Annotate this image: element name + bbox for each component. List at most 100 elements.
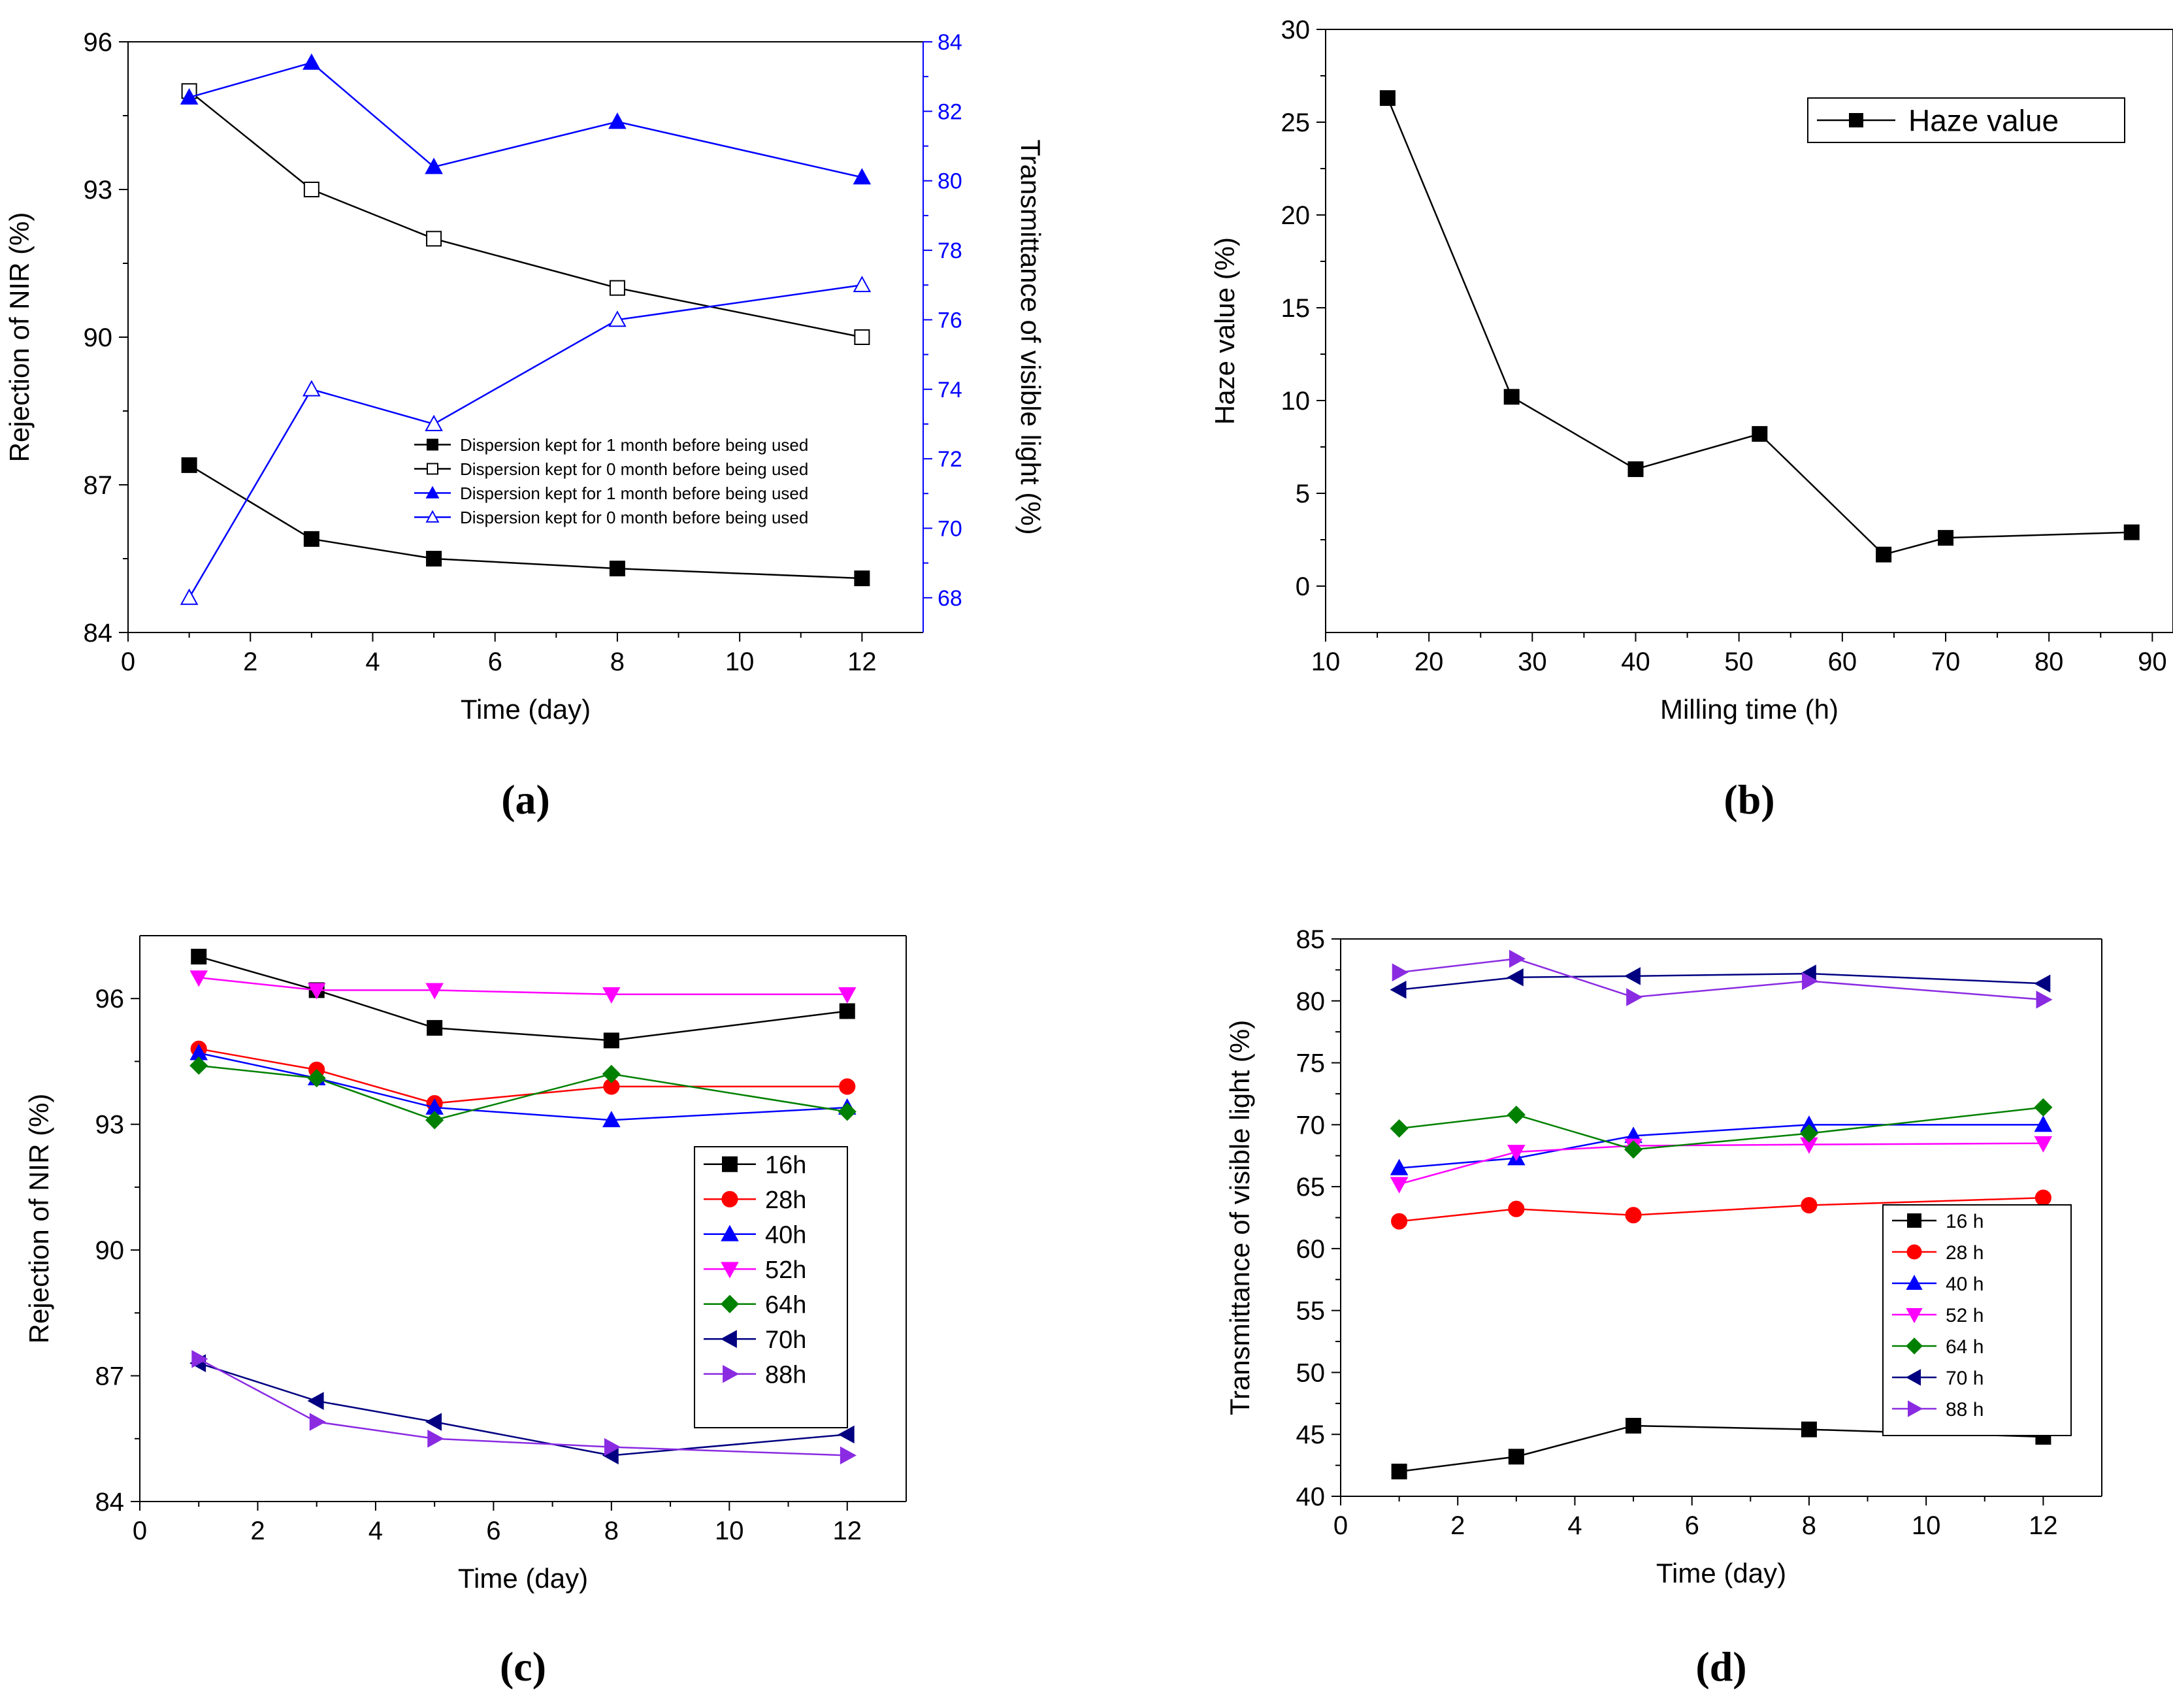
chart-a-series-2-point <box>608 112 627 129</box>
chart-d-series-5-point <box>2034 974 2051 993</box>
chart-c-series-6-point <box>191 1350 208 1368</box>
chart-b-series-0-point <box>1938 530 1954 546</box>
chart-d-series-0-point <box>1391 1464 1407 1480</box>
chart-c-legend-label-4: 64h <box>765 1291 806 1319</box>
chart-d-series-5-point <box>1507 968 1524 987</box>
chart-a-y-tick-label: 93 <box>84 176 113 205</box>
chart-b-x-tick-label: 60 <box>1828 648 1857 676</box>
chart-d-series-3-point <box>2034 1136 2053 1153</box>
chart-c-series-3-point <box>838 987 857 1004</box>
chart-c-legend-marker-2 <box>721 1224 739 1241</box>
chart-c-x-tick-label: 0 <box>133 1517 147 1545</box>
chart-d-series-6-point <box>1509 949 1526 968</box>
chart-d-series-5-line <box>1399 972 2044 991</box>
chart-d-series-5-point <box>1624 967 1641 985</box>
chart-c-y-tick-label: 96 <box>95 985 125 1013</box>
chart-d-series-6-point <box>1802 972 1819 991</box>
chart-b-y-tick-label: 0 <box>1296 572 1310 601</box>
chart-d-legend-label-1: 28 h <box>1946 1242 1984 1264</box>
chart-d-series-4-point <box>1507 1106 1526 1125</box>
chart-a-y-tick-label: 84 <box>84 619 113 648</box>
chart-b-x-axis-label: Milling time (h) <box>1660 694 1838 725</box>
chart-d-caption: (d) <box>1695 1643 1746 1690</box>
chart-d-legend-marker-1 <box>1906 1244 1922 1260</box>
chart-b-legend-label-0: Haze value <box>1908 104 2059 138</box>
chart-c-series-4-point <box>189 1056 208 1075</box>
chart-c-series-0-point <box>427 1020 443 1036</box>
chart-c-series-2-point <box>602 1111 621 1128</box>
chart-a-legend-label-3: Dispersion kept for 0 month before being… <box>460 508 808 527</box>
chart-c-series-4-point <box>307 1069 326 1088</box>
chart-d-x-tick-label: 0 <box>1333 1511 1348 1540</box>
chart-c-y-tick-label: 93 <box>95 1111 125 1140</box>
chart-a-series-3-point <box>180 588 199 605</box>
chart-a-y-tick-label: 87 <box>84 471 113 500</box>
chart-a-x-tick-label: 8 <box>610 648 625 676</box>
chart-d-series-2-point <box>2034 1115 2053 1132</box>
chart-a-y2-tick-label: 74 <box>938 378 962 402</box>
chart-c-caption: (c) <box>500 1643 546 1690</box>
chart-d-x-tick-label: 8 <box>1802 1511 1816 1540</box>
chart-a-series-1-point <box>303 182 319 197</box>
chart-a-series-0-point <box>181 457 197 473</box>
chart-b-series-0-point <box>1876 546 1892 563</box>
chart-a-y2-tick-label: 78 <box>938 238 962 263</box>
chart-a-series-2-point <box>853 168 872 185</box>
chart-a-y2-axis-label: Transmittance of visible light (%) <box>1015 139 1046 534</box>
chart-d-series-1-point <box>1801 1196 1818 1214</box>
chart-a-series-1-point <box>426 231 442 247</box>
chart-d-y-tick-label: 85 <box>1296 925 1326 954</box>
chart-d-legend-marker-2 <box>1906 1274 1923 1290</box>
chart-c-series-3-point <box>307 983 326 1000</box>
chart-a-series-0-point <box>609 561 625 577</box>
chart-a-legend-marker-2 <box>425 485 440 499</box>
chart-c-series-4-point <box>425 1111 444 1130</box>
chart-d-series-3-point <box>1390 1177 1409 1194</box>
chart-a-y2-tick-label: 84 <box>938 30 962 55</box>
chart-a-x-tick-label: 6 <box>488 648 502 676</box>
chart-c-legend-label-1: 28h <box>765 1187 806 1214</box>
chart-a-svg: 0 2 4 6 8 10 128487909396687072747678808284Tra… <box>4 28 1046 823</box>
chart-c-series-0-point <box>839 1003 855 1019</box>
chart-d-series-6-point <box>2036 991 2053 1009</box>
chart-c-legend-marker-1 <box>721 1191 738 1207</box>
chart-d-x-tick-label: 12 <box>2029 1511 2058 1540</box>
chart-d-x-tick-label: 10 <box>1912 1511 1941 1540</box>
chart-b-y-tick-label: 20 <box>1281 201 1311 230</box>
chart-panel-c: 0 2 4 6 8 10 12 84 87 90 93 96 Time (day) Rejection o… <box>0 854 1086 1708</box>
chart-d-legend-label-2: 40 h <box>1946 1273 1984 1295</box>
chart-c-x-tick-label: 8 <box>604 1517 619 1545</box>
chart-d-y-axis-label: Transmittance of visible light (%) <box>1224 1020 1255 1415</box>
chart-a-series-2-line <box>189 61 862 178</box>
chart-d-y-tick-label: 65 <box>1296 1173 1326 1202</box>
chart-d-series-4-point <box>1390 1119 1409 1138</box>
chart-d-series-1-point <box>1625 1207 1642 1224</box>
chart-d-y-tick-label: 75 <box>1296 1049 1326 1078</box>
chart-c-series-0-line <box>198 955 847 1042</box>
chart-a-y2-tick-label: 80 <box>938 169 962 194</box>
chart-a-y2-tick-label: 72 <box>938 447 962 472</box>
chart-a-x-tick-label: 12 <box>847 648 877 676</box>
chart-d-series-4-point <box>1624 1140 1643 1159</box>
chart-b-x-tick-label: 70 <box>1931 648 1961 676</box>
chart-b-series-0-point <box>1752 426 1768 442</box>
chart-d-svg: 0 2 4 6 8 10 12 40 45 50 55 60 65 70 75 80 85 Time (day) T… <box>1224 925 2102 1690</box>
chart-b-series-0-line <box>1386 97 2132 556</box>
chart-b-x-tick-label: 20 <box>1414 648 1444 676</box>
chart-c-series-6-point <box>840 1446 857 1465</box>
chart-b-series-0-point <box>1379 90 1396 107</box>
chart-a-legend-marker-0 <box>427 438 438 451</box>
chart-c-series-6-point <box>604 1437 621 1456</box>
chart-b-x-tick-label: 90 <box>2138 648 2167 676</box>
chart-b-series-0-point <box>1627 461 1644 478</box>
chart-a-legend-label-2: Dispersion kept for 1 month before being… <box>460 484 808 503</box>
chart-c-series-6-point <box>309 1413 326 1431</box>
chart-d-legend-marker-3 <box>1906 1308 1923 1324</box>
chart-c-series-6-point <box>427 1429 444 1448</box>
chart-c-legend-box <box>694 1146 848 1428</box>
chart-b-y-tick-label: 15 <box>1281 294 1311 323</box>
chart-c-x-axis-label: Time (day) <box>458 1563 588 1594</box>
chart-d-series-1-point <box>2034 1189 2051 1206</box>
chart-d-series-5-point <box>1390 980 1407 999</box>
chart-d-series-6-point <box>1392 963 1409 981</box>
